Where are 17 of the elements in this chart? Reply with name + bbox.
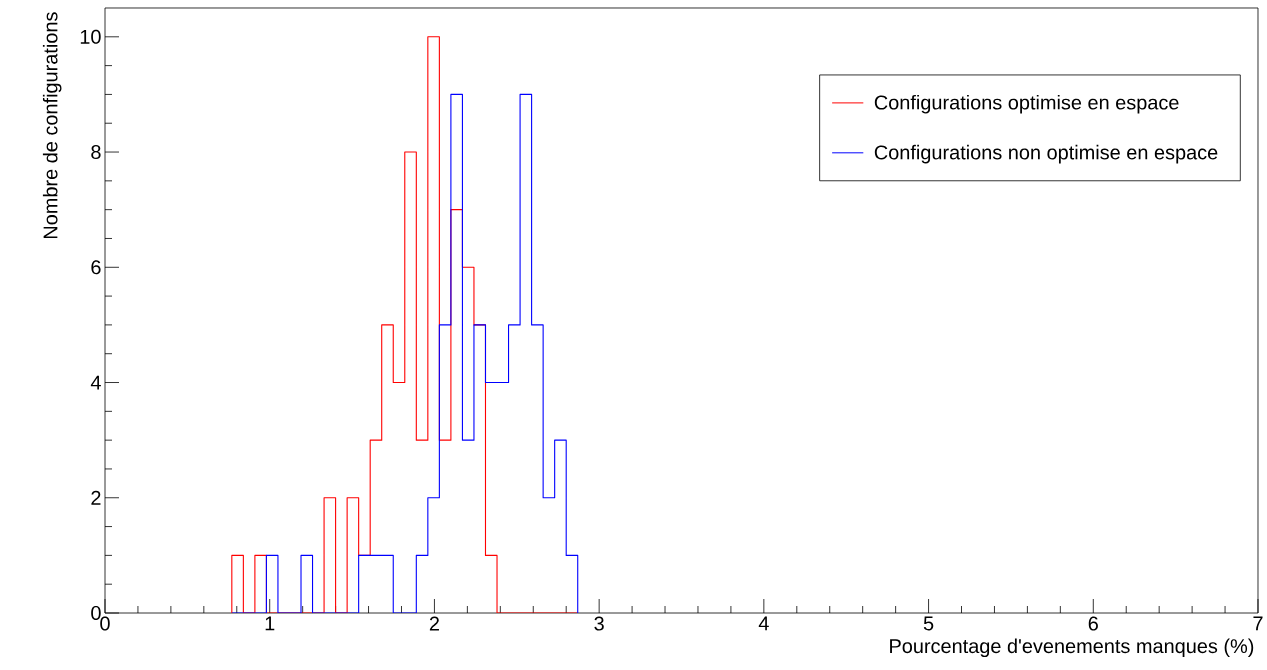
x-tick-label: 3 <box>594 616 604 631</box>
y-tick-label: 10 <box>80 29 101 44</box>
x-tick-label: 7 <box>1253 616 1263 631</box>
y-axis-title: Nombre de configurations <box>42 12 62 239</box>
x-tick-label: 1 <box>265 616 275 631</box>
y-tick-label: 6 <box>91 260 101 275</box>
x-tick-label: 4 <box>758 616 769 631</box>
x-tick-label: 2 <box>429 616 439 631</box>
y-tick-label: 4 <box>90 375 101 390</box>
x-tick-label: 6 <box>1088 616 1098 631</box>
x-axis-title: Pourcentage d'evenements manques (%) <box>890 638 1254 658</box>
y-tick-label: 0 <box>91 605 101 621</box>
x-tick-label: 5 <box>923 616 934 631</box>
y-tick-label: 8 <box>91 144 101 160</box>
legend-label: Configurations optimise en espace <box>874 94 1179 114</box>
legend-label: Configurations non optimise en espace <box>874 144 1218 164</box>
y-tick-label: 2 <box>91 490 101 505</box>
